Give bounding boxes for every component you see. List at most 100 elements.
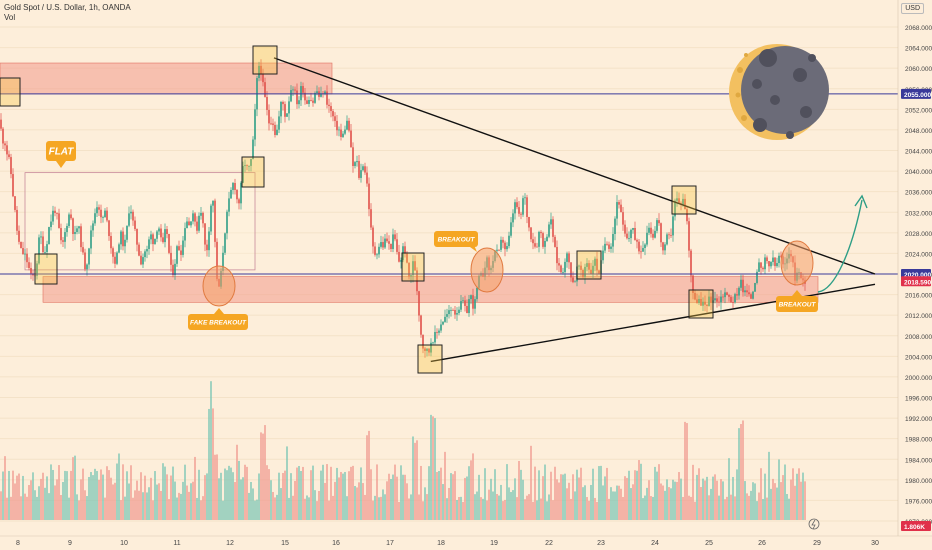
volume-bar	[688, 495, 690, 520]
volume-bar	[758, 492, 760, 520]
volume-bar	[606, 467, 608, 520]
candle-body	[708, 296, 710, 307]
candle-body	[106, 210, 108, 221]
volume-bar	[318, 490, 320, 520]
volume-bar	[222, 500, 224, 520]
trendline	[273, 57, 876, 275]
highlight-square	[576, 250, 602, 280]
candle-body	[344, 129, 346, 134]
candle-body	[260, 65, 262, 75]
volume-bar	[434, 418, 436, 520]
volume-bar	[126, 471, 128, 520]
volume-bar	[116, 463, 118, 520]
y-tick-label: 2040.000	[905, 169, 932, 176]
volume-bar	[14, 483, 16, 520]
candle-body	[774, 257, 776, 267]
candle-body	[594, 258, 596, 266]
volume-bar	[288, 497, 290, 520]
volume-bar	[462, 501, 464, 520]
volume-bar	[636, 470, 638, 520]
candle-body	[84, 252, 86, 270]
volume-bar	[800, 481, 802, 520]
candle-body	[668, 234, 670, 236]
highlight-square	[34, 253, 58, 285]
volume-bar	[290, 473, 292, 520]
candle-body	[764, 257, 766, 270]
x-tick-label: 17	[386, 540, 394, 547]
volume-bar	[378, 497, 380, 520]
volume-bar	[740, 424, 742, 520]
candle-body	[528, 216, 530, 228]
candle-body	[514, 202, 516, 214]
volume-bar	[26, 496, 28, 520]
candle-body	[324, 91, 326, 94]
candle-body	[68, 214, 70, 226]
candle-body	[454, 309, 456, 315]
candle-body	[698, 298, 700, 303]
volume-bar	[112, 484, 114, 520]
candle-body	[282, 101, 284, 105]
y-tick-label: 2048.000	[905, 128, 932, 135]
highlight-square	[0, 77, 21, 107]
candle-body	[768, 261, 770, 267]
candle-body	[234, 182, 236, 190]
candle-body	[46, 244, 48, 253]
candle-body	[652, 233, 654, 238]
volume-bar	[732, 476, 734, 520]
volume-bar	[60, 494, 62, 520]
x-tick-label: 11	[173, 540, 180, 547]
volume-bar	[566, 488, 568, 520]
candle-body	[392, 234, 394, 250]
volume-bar	[534, 466, 536, 520]
volume-bar	[620, 488, 622, 520]
volume-bar	[642, 498, 644, 520]
currency-button[interactable]: USD	[901, 3, 924, 14]
candle-body	[180, 250, 182, 255]
candle-body	[632, 227, 634, 230]
volume-bar	[214, 454, 216, 520]
candle-body	[390, 243, 392, 250]
volume-bar	[492, 491, 494, 520]
volume-bar	[654, 466, 656, 520]
lightning-icon	[808, 518, 820, 530]
volume-bar	[648, 480, 650, 520]
volume-bar	[28, 485, 30, 520]
volume-bar	[484, 468, 486, 520]
candle-body	[622, 212, 624, 225]
volume-bar	[680, 478, 682, 520]
candle-body	[662, 242, 664, 251]
candle-body	[66, 225, 68, 233]
volume-bar	[248, 492, 250, 520]
volume-bar	[696, 474, 698, 520]
volume-bar	[564, 473, 566, 520]
candle-body	[36, 263, 38, 276]
x-tick-label: 18	[437, 540, 445, 547]
volume-bar	[412, 436, 414, 520]
candle-body	[194, 213, 196, 222]
volume-bar	[292, 495, 294, 520]
candle-body	[556, 246, 558, 264]
candle-body	[624, 224, 626, 234]
candle-body	[86, 264, 88, 270]
x-tick-label: 29	[813, 540, 821, 547]
candle-body	[618, 202, 620, 205]
candle-body	[754, 282, 756, 292]
candle-body	[636, 239, 638, 242]
candle-body	[386, 238, 388, 242]
candle-body	[52, 210, 54, 222]
volume-bar	[358, 482, 360, 520]
volume-bar	[180, 493, 182, 520]
volume-bar	[686, 423, 688, 520]
candle-body	[346, 120, 348, 130]
volume-bar	[616, 485, 618, 520]
candle-body	[426, 348, 428, 351]
candle-body	[40, 236, 42, 238]
volume-bar	[622, 496, 624, 520]
candle-body	[516, 202, 518, 208]
projection-arrowhead	[854, 194, 868, 209]
volume-bar	[672, 479, 674, 520]
candle-body	[352, 147, 354, 166]
volume-bar	[178, 492, 180, 520]
candle-body	[252, 139, 254, 160]
